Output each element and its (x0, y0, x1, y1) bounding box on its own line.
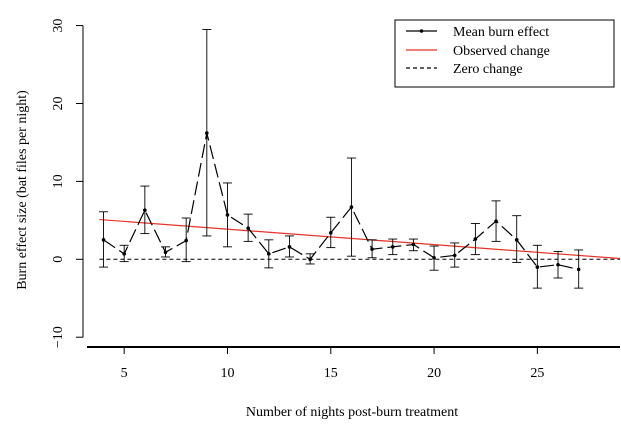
legend-label-mean: Mean burn effect (453, 25, 549, 40)
mean-point-20 (432, 255, 436, 260)
mean-point-21 (452, 253, 457, 258)
mean-point-22 (473, 237, 478, 241)
mean-point-4 (101, 238, 106, 242)
x-tick-label-15: 15 (324, 366, 338, 381)
mean-point-26 (556, 262, 560, 267)
mean-point-9 (205, 131, 209, 135)
x-tick-label-25: 25 (530, 366, 544, 381)
y-tick-label--10: −10 (51, 326, 66, 348)
observed-change-line (99, 218, 621, 260)
mean-point-24 (514, 238, 519, 242)
mean-point-23 (494, 219, 498, 223)
mean-point-7 (163, 250, 168, 255)
y-tick-label-30: 30 (51, 19, 66, 33)
legend-label-observed: Observed change (453, 44, 550, 59)
mean-point-17 (370, 247, 374, 251)
mean-point-6 (143, 208, 147, 213)
mean-point-15 (328, 231, 333, 235)
trend-line-layer (99, 218, 621, 260)
y-tick-label-20: 20 (51, 96, 66, 110)
mean-point-5 (122, 252, 126, 256)
mean-point-25 (535, 265, 540, 269)
x-tick-label-10: 10 (220, 366, 234, 381)
mean-point-18 (390, 245, 395, 249)
y-tick-label-0: 0 (51, 256, 66, 263)
mean-point-11 (246, 226, 250, 230)
mean-point-13 (287, 245, 292, 249)
axes: 5 10 15 20 25 −10 0 10 20 30 (51, 19, 620, 381)
legend: Mean burn effect Observed change Zero ch… (394, 19, 615, 88)
y-tick-label-10: 10 (51, 174, 66, 188)
mean-point-10 (225, 213, 230, 217)
mean-point-19 (411, 242, 416, 247)
x-axis-label: Number of nights post-burn treatment (246, 405, 458, 420)
mean-point-8 (184, 238, 188, 243)
mean-line-layer (101, 131, 581, 272)
mean-point-12 (266, 252, 271, 256)
mean-point-14 (308, 257, 312, 262)
legend-dot-mean (419, 29, 424, 33)
mean-burn-effect-line (103, 132, 579, 271)
mean-point-27 (576, 267, 581, 272)
x-tick-label-5: 5 (121, 366, 128, 381)
mean-point-16 (349, 205, 354, 209)
legend-label-zero: Zero change (453, 62, 523, 77)
y-axis-label: Burn effect size (bat files per night) (15, 90, 30, 290)
x-tick-label-20: 20 (427, 366, 441, 381)
